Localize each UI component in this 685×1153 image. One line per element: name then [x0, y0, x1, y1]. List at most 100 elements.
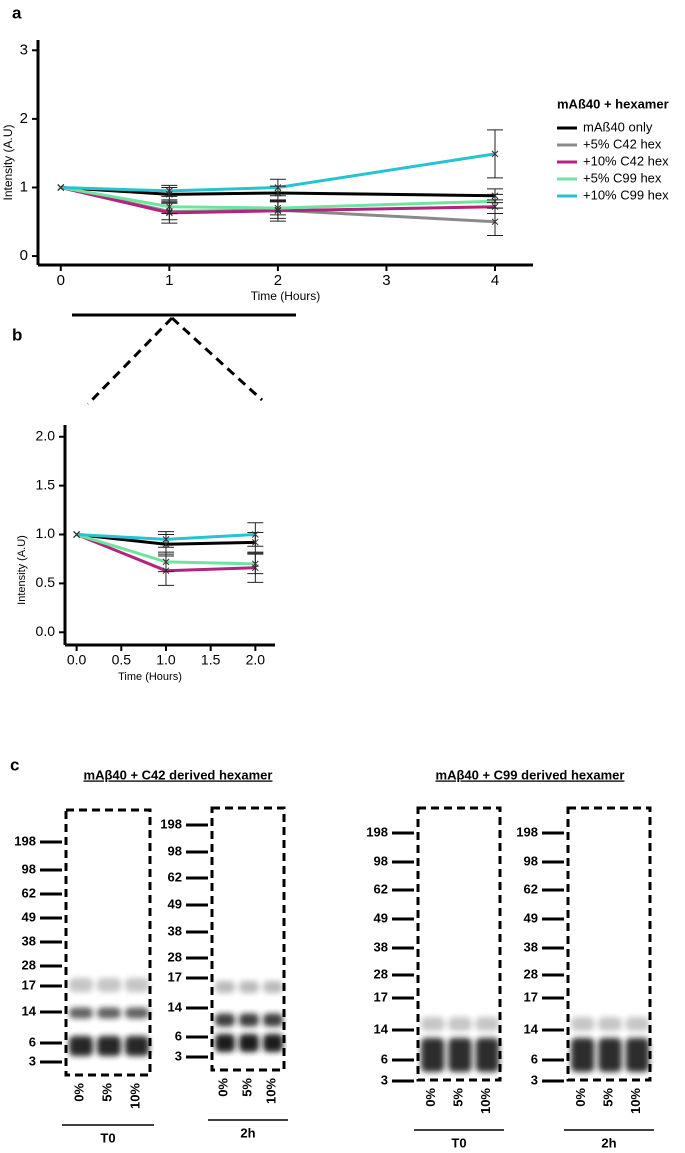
- x-tick-label: 3: [382, 272, 390, 289]
- point-marker: [57, 184, 65, 191]
- marker-label: 98: [374, 853, 388, 868]
- point-marker: [162, 536, 170, 543]
- lane-label: 10%: [263, 1078, 278, 1104]
- gel-panel-title: mAβ40 + C42 derived hexamer: [84, 767, 273, 782]
- gel-band: [215, 981, 235, 993]
- series-line: [60, 186, 496, 210]
- x-tick-label: 2: [274, 272, 282, 289]
- legend-label: +10% C42 hex: [583, 153, 669, 168]
- legend-label: +5% C99 hex: [583, 170, 662, 185]
- marker-label: 6: [381, 1051, 388, 1066]
- marker-label: 3: [175, 1048, 182, 1063]
- series-line: [60, 186, 496, 215]
- y-tick-label: 2.0: [36, 427, 56, 443]
- lane-label: 5%: [239, 1078, 254, 1097]
- gel-band: [239, 1013, 259, 1027]
- point-marker: [274, 184, 282, 191]
- marker-label: 14: [524, 1021, 539, 1036]
- marker-label: 6: [531, 1051, 538, 1066]
- gel-band: [571, 1038, 595, 1072]
- y-tick-label: 0: [20, 247, 28, 264]
- lane-label: 0%: [71, 1083, 86, 1102]
- gel-band: [448, 1038, 472, 1072]
- point-marker: [491, 218, 499, 226]
- series-line: [60, 185, 496, 198]
- point-marker: [162, 558, 170, 566]
- gel-band: [598, 1038, 622, 1072]
- y-axis-label: Intensity (A.U): [1, 124, 15, 200]
- x-axis-label: Time (Hours): [118, 671, 182, 683]
- point-marker: [491, 197, 499, 205]
- time-label: T0: [451, 1135, 466, 1150]
- gel-band: [125, 1007, 149, 1019]
- marker-label: 38: [374, 939, 388, 954]
- gel-band: [69, 978, 93, 992]
- legend-label: +5% C42 hex: [583, 136, 662, 151]
- gel-band: [239, 1034, 259, 1052]
- marker-label: 49: [524, 910, 538, 925]
- marker-label: 14: [168, 999, 183, 1014]
- gel-band: [215, 1013, 235, 1027]
- marker-label: 98: [524, 853, 538, 868]
- marker-label: 14: [374, 1021, 389, 1036]
- marker-label: 49: [22, 909, 36, 924]
- gel-band: [571, 1017, 595, 1031]
- lane-label: 5%: [99, 1083, 114, 1102]
- marker-label: 17: [168, 969, 182, 984]
- gel-band: [421, 1038, 445, 1072]
- marker-label: 62: [22, 885, 36, 900]
- panel-label: c: [10, 755, 19, 774]
- point-marker: [274, 204, 282, 212]
- marker-label: 14: [22, 1003, 37, 1018]
- gel-band: [421, 1017, 445, 1031]
- marker-label: 3: [29, 1053, 36, 1068]
- marker-label: 49: [168, 896, 182, 911]
- gel-band: [97, 1036, 121, 1056]
- marker-label: 38: [524, 939, 538, 954]
- point-marker: [251, 560, 259, 568]
- zoom-guide: [72, 313, 296, 406]
- panel-label: a: [12, 3, 22, 22]
- marker-label: 17: [22, 977, 36, 992]
- marker-label: 28: [168, 949, 182, 964]
- marker-label: 6: [29, 1034, 36, 1049]
- series-line: [60, 152, 496, 193]
- legend-label: mAß40 only: [583, 119, 653, 134]
- x-tick-label: 0: [57, 272, 65, 289]
- lane-label: 0%: [215, 1078, 230, 1097]
- point-marker: [165, 203, 173, 211]
- lane-label: 5%: [600, 1088, 615, 1107]
- gel-frame: [566, 806, 652, 1082]
- x-tick-label: 2.0: [246, 652, 266, 668]
- point-marker: [491, 150, 499, 158]
- lane-label: 10%: [478, 1088, 493, 1114]
- lane-label: 0%: [573, 1088, 588, 1107]
- x-tick-label: 0.5: [112, 652, 132, 668]
- lane-label: 0%: [423, 1088, 438, 1107]
- marker-label: 62: [524, 881, 538, 896]
- x-tick-label: 1: [165, 272, 173, 289]
- marker-label: 98: [168, 843, 182, 858]
- gel-band: [625, 1038, 649, 1072]
- legend-title: mAß40 + hexamer: [557, 96, 669, 111]
- gel-band: [97, 978, 121, 992]
- marker-label: 28: [374, 966, 388, 981]
- x-tick-label: 0.0: [67, 652, 87, 668]
- gel-band: [69, 1036, 93, 1056]
- gel-band: [125, 978, 149, 992]
- point-marker: [165, 187, 173, 195]
- marker-label: 198: [516, 824, 538, 839]
- marker-label: 3: [381, 1072, 388, 1087]
- legend-label: +10% C99 hex: [583, 187, 669, 202]
- marker-label: 49: [374, 910, 388, 925]
- marker-label: 198: [14, 833, 36, 848]
- x-tick-label: 1.0: [156, 652, 176, 668]
- gel-band: [448, 1017, 472, 1031]
- panel-label: b: [12, 325, 22, 344]
- gel-band: [475, 1017, 499, 1031]
- y-tick-label: 0.0: [36, 623, 56, 639]
- gel-band: [215, 1034, 235, 1052]
- gel-panel-title: mAβ40 + C99 derived hexamer: [436, 767, 625, 782]
- y-tick-label: 1.0: [36, 525, 56, 541]
